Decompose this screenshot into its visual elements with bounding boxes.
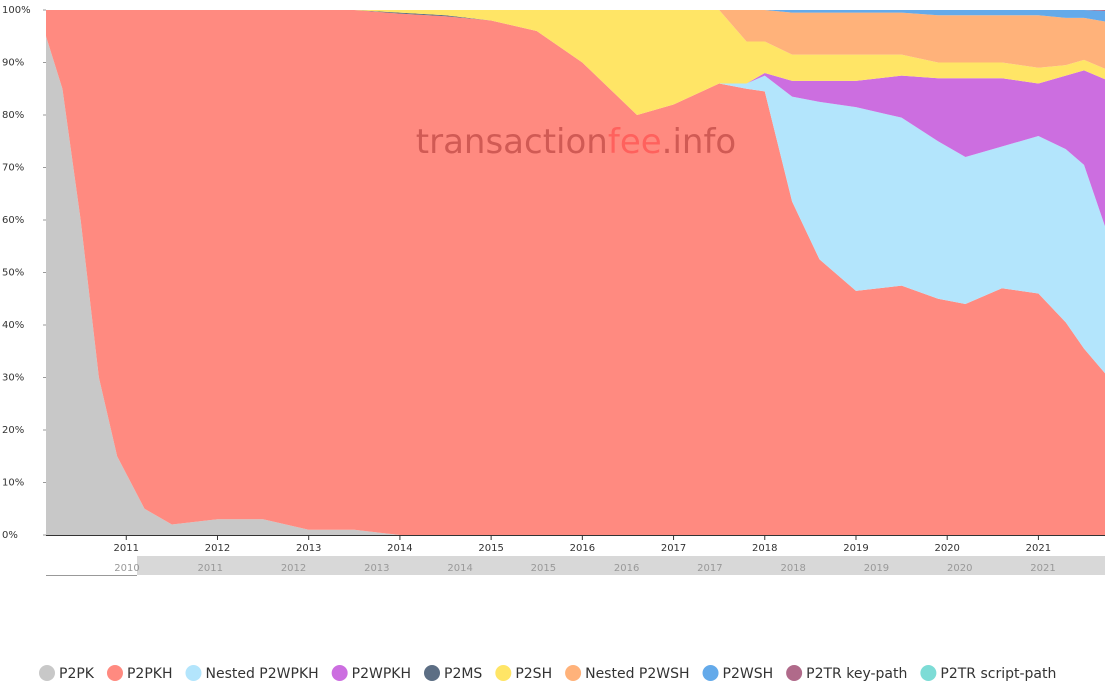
legend-label: P2PKH: [127, 666, 173, 682]
navigator-label: 2020: [947, 563, 972, 574]
navigator-range[interactable]: [137, 556, 1105, 575]
y-tick-label: 0%: [2, 530, 18, 541]
navigator-label: 2018: [780, 563, 805, 574]
legend-label: P2WPKH: [352, 666, 411, 682]
area: [46, 10, 1105, 115]
y-tick-label: 70%: [2, 163, 24, 174]
legend-swatch: [565, 665, 582, 681]
legend-swatch: [39, 665, 55, 681]
legend-label: P2PK: [59, 666, 95, 682]
y-tick-label: 80%: [2, 110, 24, 121]
y-tick-label: 90%: [2, 58, 24, 69]
legend-label: P2TR key-path: [806, 666, 907, 682]
legend-swatch: [106, 665, 123, 681]
legend-label: P2MS: [444, 666, 482, 682]
legend-swatch: [331, 665, 348, 681]
plot-area: [46, 10, 1105, 535]
navigator-label: 2015: [531, 563, 556, 574]
x-tick-label: 2016: [570, 543, 595, 554]
legend-swatch: [702, 665, 719, 681]
area: [46, 10, 1105, 69]
y-tick-label: 30%: [2, 373, 24, 384]
legend-label: P2TR script-path: [940, 666, 1056, 682]
x-tick-label: 2012: [205, 543, 230, 554]
watermark-part: .info: [662, 122, 737, 162]
navigator-label: 2010: [114, 563, 139, 574]
legend-swatch: [920, 665, 937, 681]
x-tick-label: 2011: [114, 543, 139, 554]
x-tick-label: 2019: [843, 543, 868, 554]
area: [46, 10, 1105, 374]
y-tick-label: 40%: [2, 320, 24, 331]
watermark: transactionfee.info: [416, 122, 736, 162]
navigator-label: 2014: [447, 563, 472, 574]
watermark-part: transaction: [416, 122, 608, 162]
navigator-label: 2016: [614, 563, 639, 574]
area: [46, 10, 1105, 535]
y-tick-label: 20%: [2, 425, 24, 436]
x-tick-label: 2017: [661, 543, 686, 554]
legend-label: P2SH: [515, 666, 552, 682]
y-tick-label: 50%: [2, 268, 24, 279]
navigator-label: 2017: [697, 563, 722, 574]
x-tick-label: 2015: [478, 543, 503, 554]
y-tick-label: 100%: [2, 5, 31, 16]
legend-swatch: [424, 665, 440, 681]
y-tick-label: 60%: [2, 215, 24, 226]
x-tick-label: 2020: [934, 543, 959, 554]
navigator-label: 2021: [1030, 563, 1055, 574]
x-tick-label: 2021: [1026, 543, 1051, 554]
legend-label: Nested P2WSH: [585, 666, 689, 682]
x-tick-label: 2018: [752, 543, 777, 554]
navigator-label: 2012: [281, 563, 306, 574]
x-tick-label: 2013: [296, 543, 321, 554]
legend-swatch: [185, 665, 202, 681]
legend-label: Nested P2WPKH: [205, 666, 318, 682]
watermark-part: fee: [608, 122, 662, 162]
navigator-label: 2019: [864, 563, 889, 574]
legend-label: P2WSH: [723, 666, 774, 682]
navigator-label: 2013: [364, 563, 389, 574]
legend-swatch: [495, 665, 512, 681]
navigator-label: 2011: [198, 563, 223, 574]
y-tick-label: 10%: [2, 478, 24, 489]
area: [46, 10, 1105, 22]
legend-swatch: [786, 665, 803, 681]
x-tick-label: 2014: [387, 543, 412, 554]
